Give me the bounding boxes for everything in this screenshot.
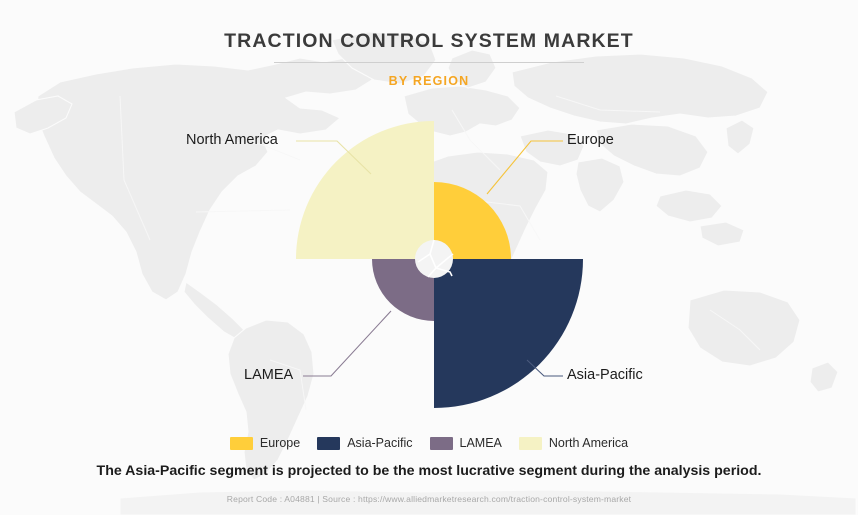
- segment-label-north-america: North America: [186, 132, 278, 148]
- legend-label-lamea: LAMEA: [459, 436, 502, 450]
- legend-item-lamea[interactable]: LAMEA: [429, 436, 502, 450]
- legend-swatch-north-america: [518, 436, 542, 450]
- chart-sector-lamea[interactable]: [372, 259, 434, 321]
- chart-sector-europe[interactable]: [434, 182, 511, 259]
- chart-center-spokes: [417, 239, 454, 278]
- segment-label-lamea: LAMEA: [244, 367, 294, 383]
- legend-swatch-europe: [229, 436, 253, 450]
- chart-sector-north-america[interactable]: [296, 121, 434, 259]
- segment-label-europe: Europe: [567, 132, 614, 148]
- chart-legend: Europe Asia-Pacific LAMEA North America: [0, 436, 858, 450]
- page-subtitle: BY REGION: [388, 74, 470, 88]
- legend-label-europe: Europe: [259, 436, 301, 450]
- leader-line-lamea: [303, 310, 392, 377]
- legend-label-north-america: North America: [548, 436, 629, 450]
- segment-label-asia-pacific: Asia-Pacific: [567, 367, 643, 383]
- legend-item-europe[interactable]: Europe: [229, 436, 301, 450]
- legend-label-asia-pacific: Asia-Pacific: [347, 436, 413, 450]
- source-line: Report Code : A04881 | Source : https://…: [226, 494, 632, 504]
- legend-swatch-lamea: [429, 436, 453, 450]
- chart-caption: The Asia-Pacific segment is projected to…: [96, 463, 762, 479]
- legend-item-north-america[interactable]: North America: [518, 436, 629, 450]
- legend-item-asia-pacific[interactable]: Asia-Pacific: [317, 436, 413, 450]
- leader-line-europe: [486, 140, 563, 195]
- chart-sector-asia-pacific[interactable]: [434, 259, 583, 408]
- title-divider: [274, 62, 584, 63]
- chart-center-hole: [415, 240, 453, 278]
- header: TRACTION CONTROL SYSTEM MARKET BY REGION: [0, 28, 858, 88]
- page-title: TRACTION CONTROL SYSTEM MARKET: [224, 30, 634, 52]
- leader-line-north-america: [296, 140, 372, 175]
- legend-swatch-asia-pacific: [317, 436, 341, 450]
- leader-line-asia-pacific: [526, 359, 563, 377]
